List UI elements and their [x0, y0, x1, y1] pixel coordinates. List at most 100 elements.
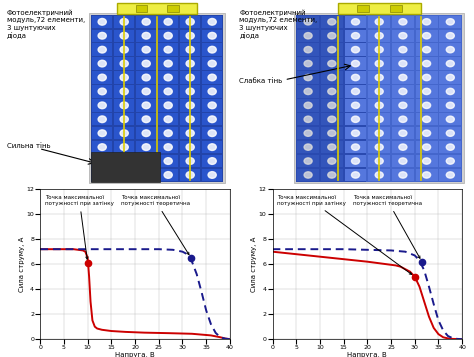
Bar — [92, 99, 112, 112]
Bar — [136, 30, 156, 42]
Bar — [114, 155, 134, 167]
Bar — [416, 155, 438, 167]
Bar — [202, 141, 222, 154]
Circle shape — [208, 172, 216, 178]
Circle shape — [98, 172, 106, 178]
Circle shape — [423, 130, 430, 136]
Circle shape — [142, 130, 150, 136]
Bar — [392, 16, 414, 28]
Bar — [92, 16, 112, 28]
Bar — [180, 113, 200, 126]
Bar — [368, 113, 390, 126]
Circle shape — [351, 74, 359, 81]
Circle shape — [186, 172, 194, 178]
Circle shape — [186, 60, 194, 67]
Circle shape — [423, 172, 430, 178]
Bar — [345, 71, 366, 84]
Circle shape — [447, 102, 454, 109]
Circle shape — [328, 172, 336, 178]
Circle shape — [328, 74, 336, 81]
Circle shape — [164, 88, 172, 95]
Bar — [158, 44, 178, 56]
Circle shape — [98, 158, 106, 164]
Bar — [337, 3, 421, 14]
Circle shape — [142, 46, 150, 53]
Bar — [345, 141, 366, 154]
Bar — [202, 169, 222, 181]
Circle shape — [447, 46, 454, 53]
Circle shape — [447, 116, 454, 122]
Bar — [368, 155, 390, 167]
Circle shape — [98, 32, 106, 39]
Bar — [345, 169, 366, 181]
Bar — [202, 30, 222, 42]
Text: Точка максимальної
потужності теоретична: Точка максимальної потужності теоретична — [121, 196, 190, 255]
Circle shape — [164, 74, 172, 81]
Bar — [202, 155, 222, 167]
Circle shape — [120, 172, 128, 178]
Circle shape — [186, 158, 194, 164]
Bar — [439, 44, 461, 56]
Bar — [439, 85, 461, 98]
Bar — [92, 85, 112, 98]
Circle shape — [164, 60, 172, 67]
Bar — [416, 85, 438, 98]
Bar — [136, 113, 156, 126]
Circle shape — [447, 158, 454, 164]
Circle shape — [351, 102, 359, 109]
Bar — [345, 113, 366, 126]
Circle shape — [186, 88, 194, 95]
Y-axis label: Сила струму, А: Сила струму, А — [19, 236, 25, 292]
X-axis label: Напруга, В: Напруга, В — [347, 352, 387, 357]
Bar — [392, 99, 414, 112]
Bar — [345, 155, 366, 167]
Bar — [392, 113, 414, 126]
Circle shape — [351, 116, 359, 122]
Circle shape — [375, 74, 383, 81]
Bar — [392, 127, 414, 140]
Circle shape — [399, 74, 407, 81]
Circle shape — [351, 158, 359, 164]
Bar — [92, 30, 112, 42]
Circle shape — [423, 19, 430, 25]
Bar — [321, 169, 343, 181]
Bar — [136, 141, 156, 154]
Bar — [390, 5, 402, 12]
Bar — [439, 155, 461, 167]
Bar — [366, 15, 462, 182]
Bar — [180, 44, 200, 56]
Bar — [345, 127, 366, 140]
Bar — [136, 155, 156, 167]
Bar — [439, 169, 461, 181]
Circle shape — [447, 88, 454, 95]
Bar — [439, 113, 461, 126]
Circle shape — [447, 32, 454, 39]
Circle shape — [98, 46, 106, 53]
Bar — [158, 113, 178, 126]
Bar — [321, 141, 343, 154]
Circle shape — [186, 19, 194, 25]
Circle shape — [186, 102, 194, 109]
Bar — [392, 155, 414, 167]
Bar — [368, 127, 390, 140]
Bar — [439, 71, 461, 84]
Bar — [321, 71, 343, 84]
Bar — [439, 30, 461, 42]
Circle shape — [120, 74, 128, 81]
Text: Точка максимальної
потужності при затінку: Точка максимальної потужності при затінк… — [45, 196, 114, 259]
Bar — [136, 44, 156, 56]
Circle shape — [304, 88, 312, 95]
Circle shape — [164, 158, 172, 164]
Circle shape — [164, 144, 172, 150]
Bar — [439, 127, 461, 140]
Bar — [297, 141, 319, 154]
Bar — [297, 99, 319, 112]
Bar — [297, 113, 319, 126]
Bar — [321, 30, 343, 42]
Circle shape — [328, 130, 336, 136]
Circle shape — [208, 130, 216, 136]
Circle shape — [120, 88, 128, 95]
Bar — [297, 57, 319, 70]
Text: Точка максимальної
потужності при затінку: Точка максимальної потужності при затінк… — [277, 196, 411, 275]
Circle shape — [375, 158, 383, 164]
